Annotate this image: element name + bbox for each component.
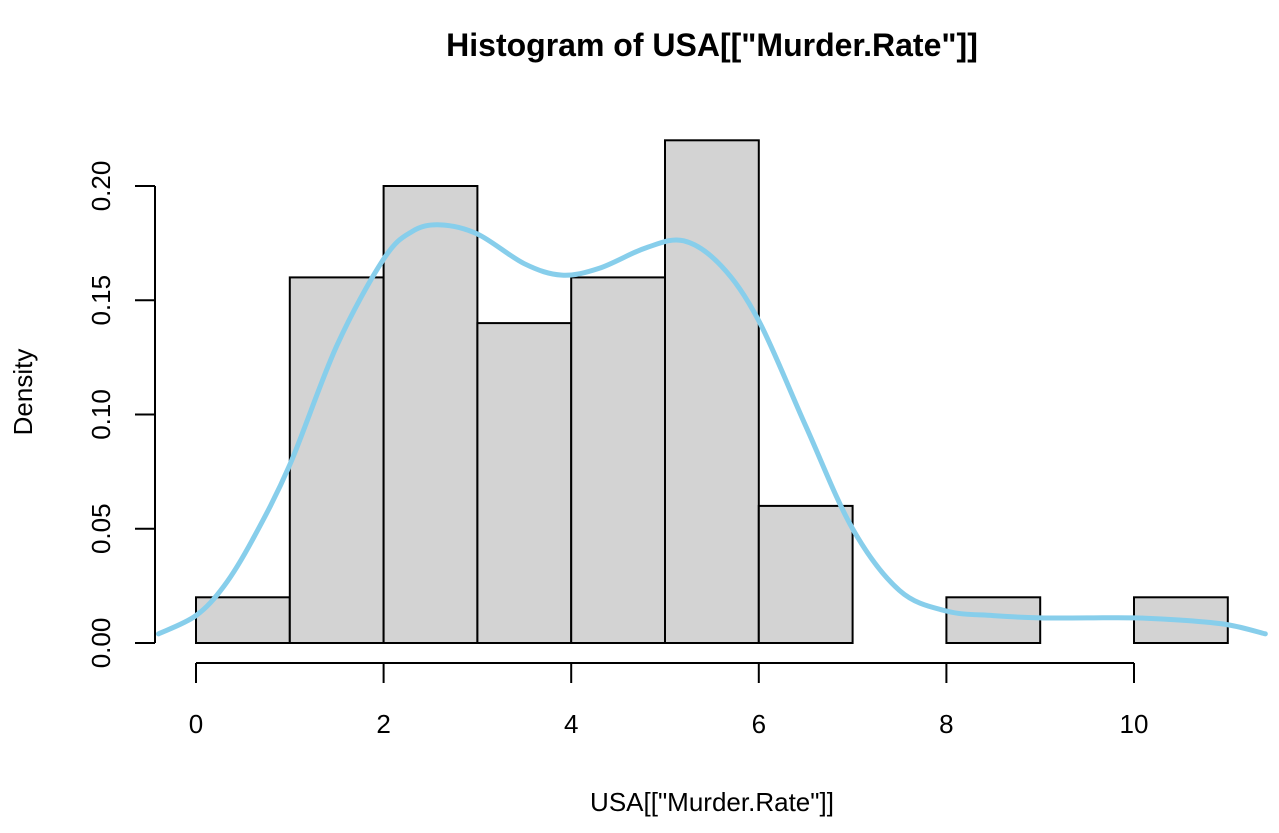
histogram-bar-3 xyxy=(476,322,573,644)
histogram-bar-6 xyxy=(757,504,854,644)
histogram-bar-8 xyxy=(945,596,1042,644)
y-tick-label: 0.00 xyxy=(86,618,116,669)
histogram-bar-1 xyxy=(288,276,385,644)
y-tick-label: 0.20 xyxy=(86,161,116,212)
y-tick-label: 0.05 xyxy=(86,503,116,554)
x-tick-label: 10 xyxy=(1120,709,1149,739)
histogram-bar-5 xyxy=(664,139,760,645)
y-tick-label: 0.15 xyxy=(86,275,116,326)
histogram-bar-0 xyxy=(195,596,291,644)
x-axis-label: USA[["Murder.Rate"]] xyxy=(590,787,834,817)
x-tick-label: 4 xyxy=(564,709,578,739)
x-tick-label: 8 xyxy=(939,709,953,739)
x-tick-label: 2 xyxy=(376,709,390,739)
density-curve-group xyxy=(155,222,1268,637)
x-tick-label: 0 xyxy=(189,709,203,739)
y-axis: 0.00 0.05 0.10 0.15 0.20 xyxy=(86,161,156,669)
density-curve-line xyxy=(155,222,1268,637)
x-axis: 0 2 4 6 8 10 xyxy=(189,662,1149,739)
y-axis-label: Density xyxy=(8,349,38,436)
histogram-bar-2 xyxy=(382,185,479,644)
histogram-bar-4 xyxy=(570,276,667,644)
bars-group xyxy=(195,139,1229,645)
chart-title: Histogram of USA[["Murder.Rate"]] xyxy=(446,27,978,63)
y-tick-label: 0.10 xyxy=(86,389,116,440)
x-tick-label: 6 xyxy=(752,709,766,739)
